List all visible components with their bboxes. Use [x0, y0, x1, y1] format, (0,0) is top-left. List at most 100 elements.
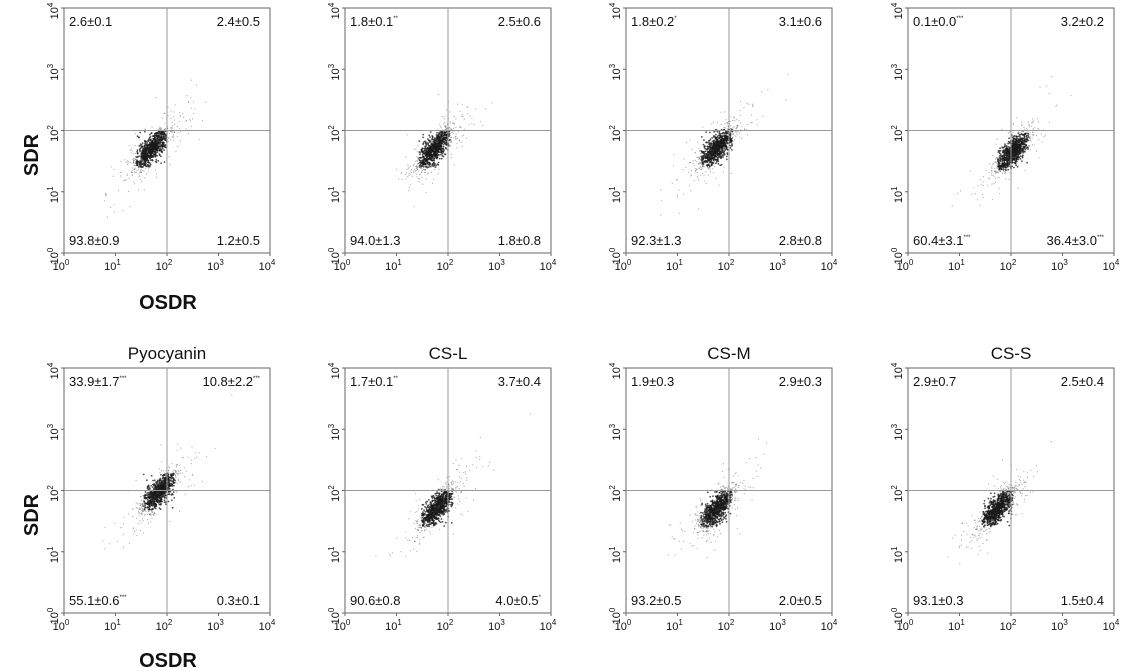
scatter-point [160, 149, 163, 152]
scatter-point [133, 169, 135, 171]
quadrant-value-ul: 1.8±0.2* [631, 14, 677, 29]
scatter-point [734, 139, 736, 141]
scatter-point [998, 156, 1001, 159]
scatter-point [1005, 169, 1007, 172]
scatter-point [151, 159, 154, 162]
scatter-point [443, 149, 445, 152]
scatter-point [139, 155, 141, 158]
x-tick-label: 101 [666, 258, 683, 273]
scatter-point [168, 466, 171, 469]
scatter-point [196, 456, 198, 458]
quadrant-value-ul: 2.6±0.1 [69, 14, 112, 29]
scatter-point [455, 481, 457, 483]
scatter-point [155, 161, 158, 164]
scatter-point [732, 131, 734, 133]
scatter-point [421, 160, 424, 163]
scatter-point [189, 479, 191, 481]
scatter-point [398, 178, 400, 180]
scatter-point [144, 128, 146, 130]
scatter-point [439, 131, 442, 134]
scatter-point [146, 145, 149, 148]
scatter-point [1001, 155, 1004, 157]
scatter-point [175, 150, 177, 153]
scatter-point [145, 494, 147, 497]
scatter-point [1038, 128, 1040, 130]
scatter-point [461, 103, 463, 105]
scatter-point [141, 159, 144, 162]
scatter-point [690, 174, 692, 176]
scatter-point [730, 141, 733, 144]
scatter-point [152, 150, 154, 153]
scatter-point [168, 478, 171, 481]
scatter-point [147, 484, 150, 487]
scatter-point [1033, 144, 1035, 146]
x-tick-label: 101 [385, 258, 402, 273]
scatter-point [188, 101, 190, 103]
scatter-point [474, 488, 477, 490]
scatter-point [141, 170, 144, 172]
scatter-point [152, 483, 154, 486]
quadrant-percent: 36.4±3.0 [1046, 233, 1097, 248]
scatter-point [718, 136, 721, 139]
scatter-point [173, 131, 176, 133]
scatter-point [401, 178, 403, 180]
scatter-point [163, 499, 166, 502]
y-tick-label: 103 [46, 423, 61, 440]
scatter-point [1028, 126, 1030, 128]
scatter-point [131, 174, 133, 176]
scatter-point [1030, 140, 1032, 142]
scatter-point [446, 109, 448, 111]
scatter-point [162, 138, 164, 141]
scatter-point [1036, 134, 1038, 137]
scatter-point [409, 173, 411, 175]
scatter-point [707, 167, 709, 169]
scatter-point [146, 152, 148, 155]
x-tick-label: 101 [104, 618, 121, 633]
scatter-point [715, 148, 718, 150]
scatter-point [154, 139, 157, 141]
quadrant-percent: 2.4±0.5 [217, 14, 260, 29]
scatter-point [145, 149, 148, 152]
scatter-point [156, 485, 159, 487]
scatter-point [156, 491, 159, 494]
scatter-point [710, 154, 713, 157]
scatter-point [737, 124, 739, 126]
scatter-point [128, 145, 131, 147]
scatter-point [417, 163, 419, 165]
scatter-point [158, 507, 161, 509]
scatter-point [710, 152, 713, 155]
scatter-point [1011, 162, 1014, 164]
scatter-point [426, 162, 429, 165]
scatter-point [159, 494, 162, 497]
y-tick-label: 100 [46, 247, 61, 264]
scatter-point [994, 170, 996, 172]
scatter-point [452, 122, 454, 124]
scatter-point [120, 527, 122, 529]
scatter-point [400, 172, 402, 174]
scatter-point [717, 140, 720, 143]
scatter-point [466, 137, 468, 139]
scatter-point [704, 154, 707, 157]
scatter-point [1038, 139, 1040, 141]
scatter-panel: VGCF®1.8±0.1**2.5±0.694.0±1.31.8±0.81001… [327, 0, 557, 273]
scatter-point [441, 116, 443, 118]
panel-title: VGCF®-S [693, 0, 765, 3]
scatter-point [423, 162, 425, 165]
scatter-point [433, 142, 436, 145]
scatter-point [1016, 117, 1018, 119]
scatter-point [160, 127, 162, 129]
scatter-point [699, 165, 702, 167]
scatter-point [146, 154, 149, 156]
scatter-point [163, 112, 165, 114]
scatter-point [157, 149, 159, 151]
scatter-point [456, 143, 458, 145]
scatter-point [1037, 121, 1040, 123]
scatter-point [422, 136, 424, 139]
scatter-point [143, 148, 146, 151]
scatter-point [743, 107, 745, 109]
scatter-point [1022, 154, 1024, 157]
scatter-point [144, 160, 147, 163]
scatter-point [161, 143, 164, 145]
scatter-point [725, 148, 728, 150]
scatter-point [173, 472, 175, 474]
